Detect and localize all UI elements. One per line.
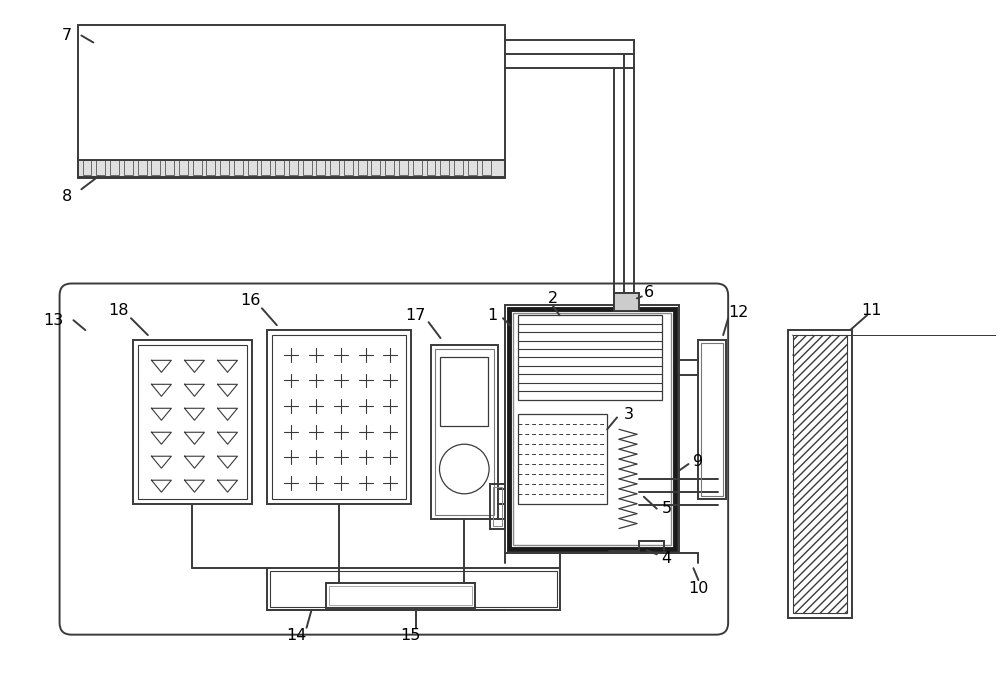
Bar: [701, 343, 723, 495]
Bar: [261, 160, 270, 176]
Bar: [427, 160, 435, 176]
Bar: [193, 160, 202, 176]
Bar: [179, 160, 188, 176]
Bar: [316, 160, 325, 176]
Bar: [431, 345, 498, 519]
Bar: [326, 583, 475, 608]
Bar: [270, 571, 557, 607]
Bar: [138, 160, 147, 176]
Text: 6: 6: [644, 285, 654, 300]
Text: 18: 18: [108, 303, 128, 318]
Bar: [440, 357, 488, 426]
Bar: [96, 160, 105, 176]
Bar: [385, 160, 394, 176]
Text: 7: 7: [61, 28, 72, 43]
Bar: [440, 160, 449, 176]
Bar: [454, 160, 463, 176]
Bar: [151, 160, 160, 176]
Text: 11: 11: [862, 303, 882, 318]
Bar: [490, 484, 505, 529]
Text: 17: 17: [405, 307, 426, 323]
Text: 2: 2: [548, 291, 558, 306]
Bar: [513, 313, 671, 545]
Bar: [518, 315, 662, 399]
Bar: [78, 160, 505, 178]
Bar: [330, 160, 339, 176]
Text: 12: 12: [728, 305, 748, 320]
Bar: [482, 160, 491, 176]
Text: 10: 10: [688, 580, 709, 596]
Bar: [267, 330, 411, 504]
Bar: [248, 160, 257, 176]
Bar: [289, 160, 298, 176]
Bar: [344, 160, 353, 176]
Bar: [793, 335, 847, 613]
Bar: [793, 335, 847, 613]
Bar: [272, 335, 406, 499]
Bar: [505, 305, 679, 553]
Bar: [371, 160, 380, 176]
Bar: [413, 160, 422, 176]
Bar: [220, 160, 229, 176]
Bar: [138, 345, 247, 499]
Bar: [358, 160, 367, 176]
Bar: [493, 487, 502, 526]
Text: 15: 15: [401, 628, 421, 643]
Bar: [614, 294, 639, 311]
Bar: [124, 160, 133, 176]
Bar: [329, 586, 472, 605]
Bar: [518, 415, 607, 504]
Bar: [275, 160, 284, 176]
Bar: [435, 349, 494, 515]
Bar: [303, 160, 312, 176]
Text: 3: 3: [624, 407, 634, 422]
Bar: [698, 340, 726, 499]
Bar: [206, 160, 215, 176]
Text: 5: 5: [662, 501, 672, 516]
Text: 8: 8: [61, 189, 72, 204]
Text: 16: 16: [240, 293, 260, 308]
Bar: [267, 568, 560, 610]
Text: 1: 1: [487, 307, 497, 323]
Bar: [468, 160, 477, 176]
Text: 4: 4: [662, 551, 672, 566]
Bar: [165, 160, 174, 176]
Bar: [399, 160, 408, 176]
Bar: [78, 25, 505, 178]
Bar: [83, 160, 91, 176]
Text: 14: 14: [286, 628, 307, 643]
Bar: [234, 160, 243, 176]
Bar: [788, 330, 852, 618]
Bar: [133, 340, 252, 504]
Bar: [509, 310, 675, 549]
Text: 9: 9: [693, 453, 703, 468]
Text: 13: 13: [43, 313, 64, 328]
Bar: [110, 160, 119, 176]
